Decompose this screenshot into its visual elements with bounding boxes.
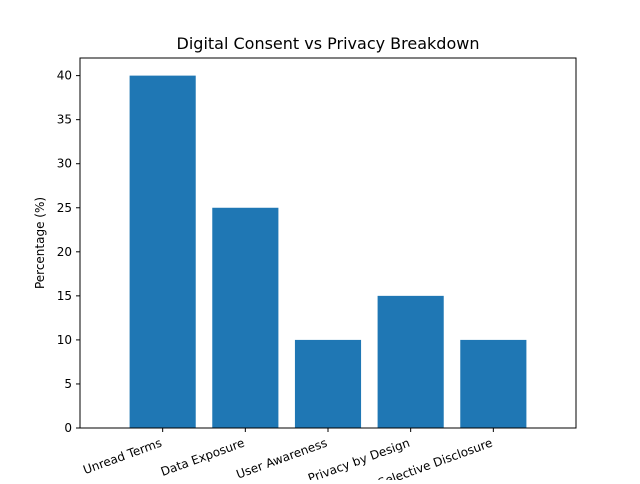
y-tick-label-4: 20 [57, 245, 72, 259]
x-tick-label-1: Data Exposure [159, 436, 247, 479]
y-axis-label: Percentage (%) [33, 197, 47, 289]
y-tick-label-1: 5 [64, 377, 72, 391]
y-tick-label-0: 0 [64, 421, 72, 435]
y-tick-label-3: 15 [57, 289, 72, 303]
y-axis: 0 5 10 15 20 25 30 35 40 [57, 69, 80, 435]
y-tick-label-6: 30 [57, 157, 72, 171]
y-tick-label-2: 10 [57, 333, 72, 347]
bar-1 [212, 207, 279, 428]
bar-3 [377, 295, 444, 428]
chart-title: Digital Consent vs Privacy Breakdown [177, 34, 480, 53]
y-tick-label-5: 25 [57, 201, 72, 215]
y-tick-label-8: 40 [57, 69, 72, 83]
bars-group [129, 75, 527, 429]
bar-2 [294, 339, 362, 428]
bar-4 [460, 339, 527, 428]
y-tick-label-7: 35 [57, 113, 72, 127]
x-tick-label-0: Unread Terms [81, 436, 163, 477]
plot-frame [79, 57, 577, 429]
bar-0 [129, 75, 196, 429]
